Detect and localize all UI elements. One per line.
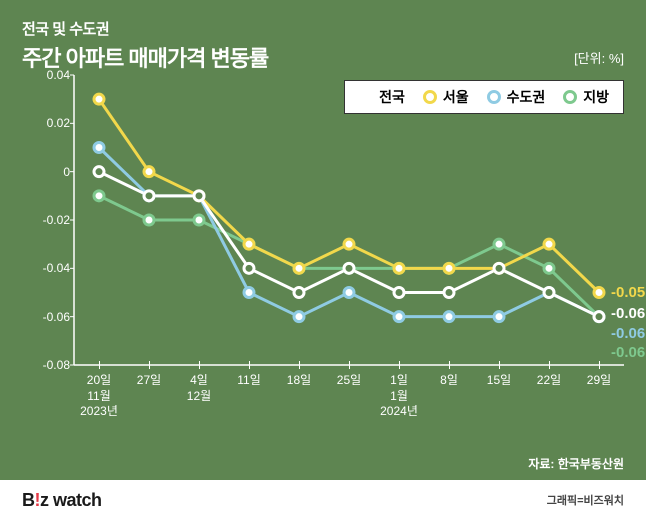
series-marker <box>294 263 304 273</box>
series-marker <box>244 288 254 298</box>
series-marker <box>394 288 404 298</box>
series-marker <box>344 288 354 298</box>
y-axis-label: -0.06 <box>30 310 70 324</box>
series-marker <box>594 288 604 298</box>
series-marker <box>94 143 104 153</box>
chart-title: 주간 아파트 매매가격 변동률 <box>22 41 624 73</box>
x-axis-label: 1일 1월 2024년 <box>380 373 418 420</box>
series-marker <box>344 263 354 273</box>
series-end-label: -0.06 <box>611 305 645 322</box>
series-end-label: -0.06 <box>611 325 645 342</box>
series-marker <box>94 191 104 201</box>
x-axis-label: 18일 <box>287 373 311 389</box>
series-marker <box>244 239 254 249</box>
x-axis-tick <box>149 361 150 369</box>
x-axis-tick <box>399 361 400 369</box>
graphic-credit: 그래픽=비즈워치 <box>547 492 624 508</box>
series-marker <box>444 288 454 298</box>
series-marker <box>544 263 554 273</box>
series-marker <box>494 239 504 249</box>
y-axis-label: -0.08 <box>30 358 70 372</box>
unit-label: [단위: %] <box>574 48 624 67</box>
series-marker <box>194 191 204 201</box>
data-source: 자료: 한국부동산원 <box>528 455 624 472</box>
series-marker <box>294 312 304 322</box>
footer: B!z watch 그래픽=비즈워치 <box>0 480 646 520</box>
brand-logo: B!z watch <box>22 490 102 511</box>
x-axis-tick <box>99 361 100 369</box>
series-marker <box>94 94 104 104</box>
series-marker <box>544 239 554 249</box>
y-axis-label: 0.04 <box>30 68 70 82</box>
x-axis-label: 25일 <box>337 373 361 389</box>
chart-area: 0.040.020-0.02-0.04-0.06-0.08 20일 11월 20… <box>22 75 624 405</box>
x-axis-label: 20일 11월 2023년 <box>80 373 118 420</box>
x-axis-tick <box>449 361 450 369</box>
x-axis-label: 8일 <box>440 373 458 389</box>
series-marker <box>244 263 254 273</box>
series-marker <box>94 167 104 177</box>
x-axis-tick <box>599 361 600 369</box>
series-marker <box>394 312 404 322</box>
series-marker <box>144 215 154 225</box>
x-axis-label: 27일 <box>137 373 161 389</box>
x-axis-tick <box>499 361 500 369</box>
series-marker <box>544 288 554 298</box>
x-axis-label: 29일 <box>587 373 611 389</box>
series-marker <box>494 312 504 322</box>
x-axis-tick <box>299 361 300 369</box>
x-axis-label: 15일 <box>487 373 511 389</box>
x-axis-tick <box>199 361 200 369</box>
y-axis-label: -0.02 <box>30 213 70 227</box>
x-axis-tick <box>549 361 550 369</box>
series-marker <box>444 263 454 273</box>
x-axis-label: 11일 <box>237 373 261 389</box>
y-axis-label: -0.04 <box>30 261 70 275</box>
series-marker <box>494 263 504 273</box>
series-marker <box>144 191 154 201</box>
series-end-label: -0.06 <box>611 344 645 361</box>
x-axis-tick <box>349 361 350 369</box>
y-axis-label: 0 <box>30 165 70 179</box>
series-marker <box>344 239 354 249</box>
series-end-label: -0.05 <box>611 284 645 301</box>
series-marker <box>194 215 204 225</box>
series-marker <box>294 288 304 298</box>
series-marker <box>394 263 404 273</box>
series-marker <box>594 312 604 322</box>
series-marker <box>144 167 154 177</box>
y-axis-label: 0.02 <box>30 116 70 130</box>
chart-subtitle: 전국 및 수도권 <box>22 18 624 39</box>
series-marker <box>444 312 454 322</box>
x-axis-tick <box>249 361 250 369</box>
x-axis-label: 22일 <box>537 373 561 389</box>
x-axis-label: 4일 12월 <box>187 373 211 404</box>
